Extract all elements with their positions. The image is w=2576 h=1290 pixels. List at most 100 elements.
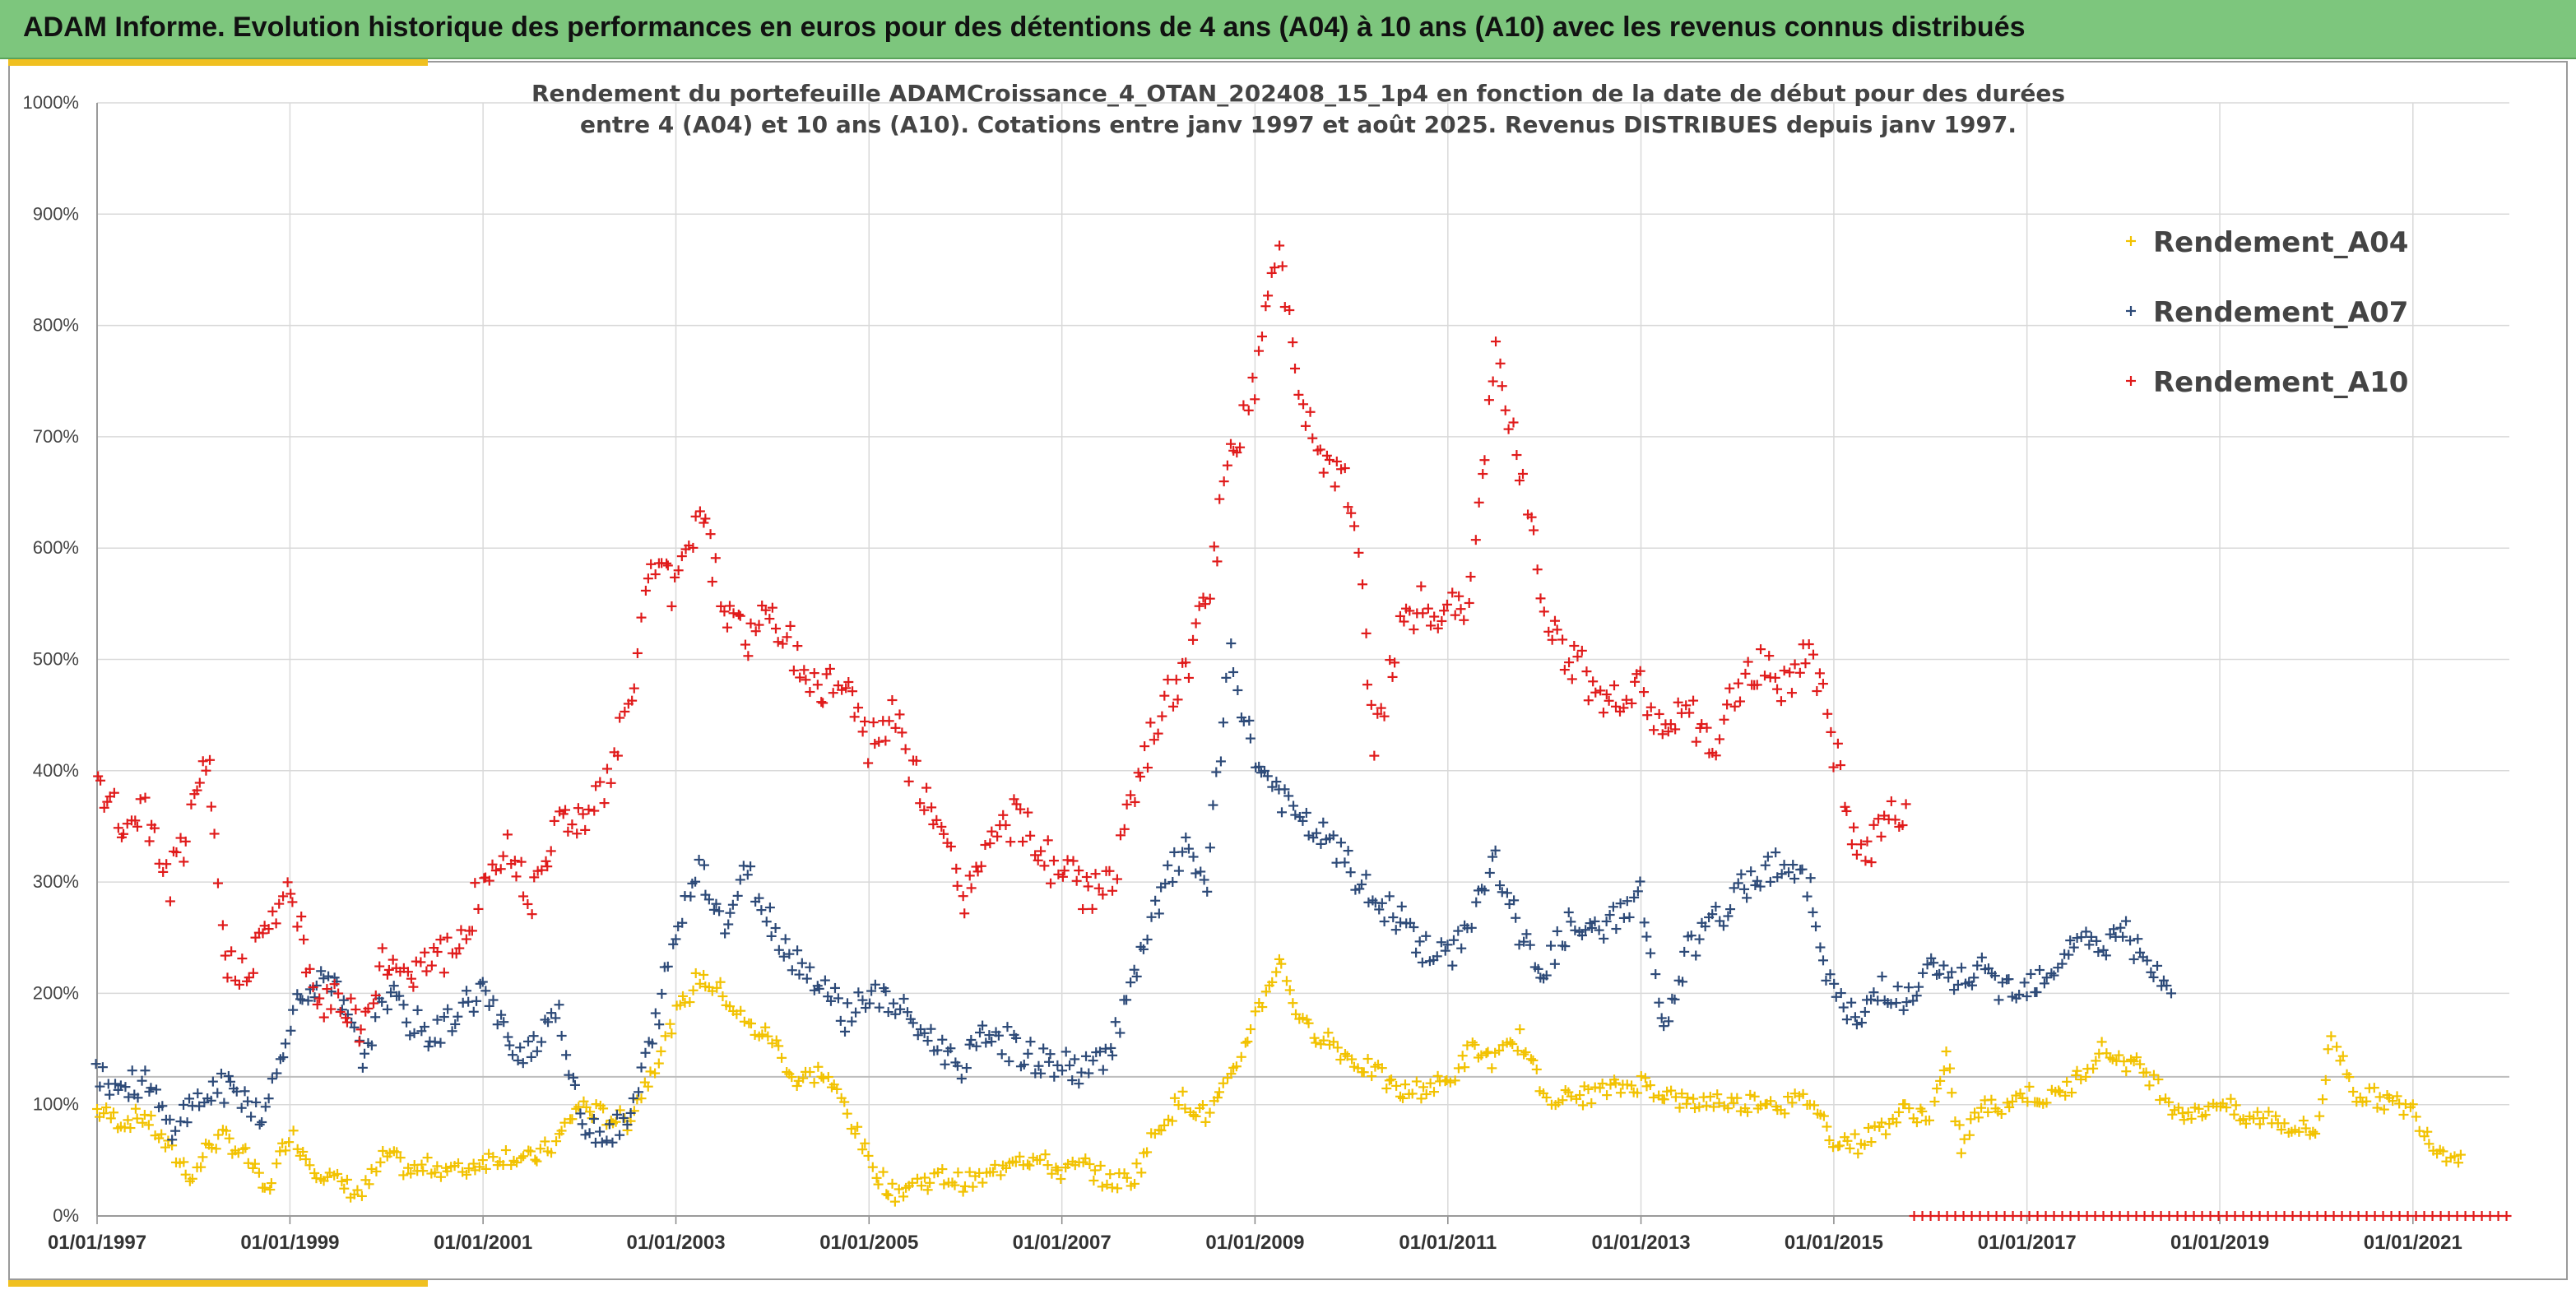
series-1-point bbox=[1281, 976, 1292, 986]
series-1-point bbox=[1023, 1159, 1033, 1170]
series-2-point bbox=[694, 854, 704, 865]
series-1-point bbox=[2344, 1072, 2355, 1083]
series-2-point bbox=[895, 1004, 906, 1014]
series-2-point bbox=[819, 975, 830, 986]
series-1-point bbox=[1332, 1042, 1343, 1053]
series-2-point bbox=[1390, 925, 1401, 935]
series-3-point bbox=[785, 620, 796, 631]
series-2-point bbox=[409, 1028, 420, 1038]
series-2-point bbox=[580, 1130, 591, 1140]
series-1-point bbox=[1267, 977, 1278, 987]
series-2-point bbox=[1851, 1019, 1862, 1030]
series-3-point bbox=[1112, 874, 1122, 884]
series-1-point bbox=[531, 1156, 542, 1167]
series-3-point bbox=[1222, 460, 1232, 471]
series-3-point bbox=[1284, 305, 1295, 316]
series-3-point bbox=[952, 880, 963, 891]
series-3-point bbox=[346, 993, 356, 1004]
series-1-point bbox=[1729, 1097, 1739, 1108]
series-1-point bbox=[108, 1107, 118, 1118]
series-2-point bbox=[1586, 922, 1597, 933]
series-2-point bbox=[503, 1032, 513, 1042]
series-2-point bbox=[647, 1038, 657, 1049]
series-2-point bbox=[225, 1076, 236, 1087]
series-1-point bbox=[1528, 1055, 1539, 1065]
series-2-point bbox=[1033, 1060, 1044, 1071]
series-2-point bbox=[1094, 1046, 1105, 1057]
series-3-point bbox=[212, 878, 223, 889]
series-1-point bbox=[1945, 1063, 1956, 1074]
series-1-point bbox=[197, 1152, 208, 1162]
series-1-point bbox=[546, 1148, 557, 1158]
series-2-point bbox=[711, 898, 722, 909]
series-2-point bbox=[981, 1037, 991, 1048]
series-2-point bbox=[2019, 977, 2030, 988]
series-1-point bbox=[1040, 1149, 1051, 1160]
series-2-point bbox=[2152, 960, 2163, 971]
series-2-point bbox=[1215, 756, 1226, 767]
series-2-point bbox=[419, 1021, 429, 1032]
series-2-point bbox=[727, 899, 738, 910]
series-3-point bbox=[318, 1012, 329, 1023]
series-1-point bbox=[1328, 1037, 1339, 1047]
series-1-point bbox=[1056, 1174, 1066, 1185]
series-2-point bbox=[1374, 904, 1385, 915]
series-3-point bbox=[220, 950, 230, 961]
series-1-point bbox=[266, 1178, 276, 1189]
series-1-point bbox=[585, 1107, 596, 1117]
series-3-point bbox=[1126, 790, 1136, 800]
series-2-point bbox=[1191, 868, 1201, 879]
series-1-point bbox=[919, 1172, 930, 1183]
series-3-point bbox=[1274, 240, 1285, 251]
series-2-point bbox=[2133, 934, 2143, 944]
series-2-point bbox=[1898, 1005, 1909, 1015]
series-2-point bbox=[1384, 891, 1395, 902]
series-2-point bbox=[986, 1037, 997, 1047]
series-2-point bbox=[267, 1074, 277, 1084]
series-1-point bbox=[1954, 1120, 1965, 1130]
series-2-point bbox=[1232, 684, 1243, 695]
series-1-point bbox=[791, 1081, 802, 1092]
series-3-point bbox=[843, 676, 854, 687]
series-1-point bbox=[2004, 1102, 2015, 1112]
series-2-point bbox=[1784, 867, 1794, 878]
series-1-point bbox=[101, 1102, 112, 1113]
series-1-point bbox=[99, 1108, 109, 1119]
series-2-point bbox=[805, 962, 815, 972]
series-2-point bbox=[1417, 957, 1427, 968]
series-3-point bbox=[186, 799, 197, 810]
series-3-point bbox=[632, 647, 643, 658]
series-2-point bbox=[650, 1008, 661, 1019]
series-2-point bbox=[499, 1017, 509, 1028]
series-2-point bbox=[1723, 911, 1734, 921]
series-1-point bbox=[1246, 1024, 1256, 1035]
series-1-point bbox=[871, 1172, 882, 1183]
series-2-point bbox=[1283, 791, 1294, 801]
series-1-point bbox=[2054, 1087, 2065, 1097]
series-3-point bbox=[980, 839, 991, 850]
series-1-point bbox=[2121, 1066, 2132, 1077]
series-1-point bbox=[429, 1167, 440, 1178]
series-1-point bbox=[468, 1158, 479, 1169]
series-3-point bbox=[860, 717, 870, 727]
series-1-point bbox=[878, 1167, 889, 1177]
series-1-point bbox=[2226, 1093, 2236, 1104]
series-2-point bbox=[1471, 897, 1482, 907]
series-3-point bbox=[333, 988, 344, 999]
series-2-point bbox=[866, 986, 877, 996]
series-2-point bbox=[1604, 910, 1615, 921]
series-1-point bbox=[1505, 1037, 1515, 1047]
series-2-point bbox=[95, 1081, 105, 1092]
series-2-point bbox=[890, 1009, 901, 1019]
series-3-point bbox=[161, 859, 172, 870]
series-1-point bbox=[1973, 1112, 1984, 1123]
series-3-point bbox=[951, 863, 962, 874]
series-2-point bbox=[1821, 975, 1831, 986]
series-2-point bbox=[1846, 997, 1857, 1008]
series-2-point bbox=[1339, 857, 1350, 868]
series-1-point bbox=[1080, 1153, 1091, 1163]
series-2-point bbox=[801, 973, 812, 984]
series-3-point bbox=[271, 918, 281, 929]
series-1-point bbox=[2155, 1094, 2165, 1105]
series-2-point bbox=[1929, 958, 1939, 968]
